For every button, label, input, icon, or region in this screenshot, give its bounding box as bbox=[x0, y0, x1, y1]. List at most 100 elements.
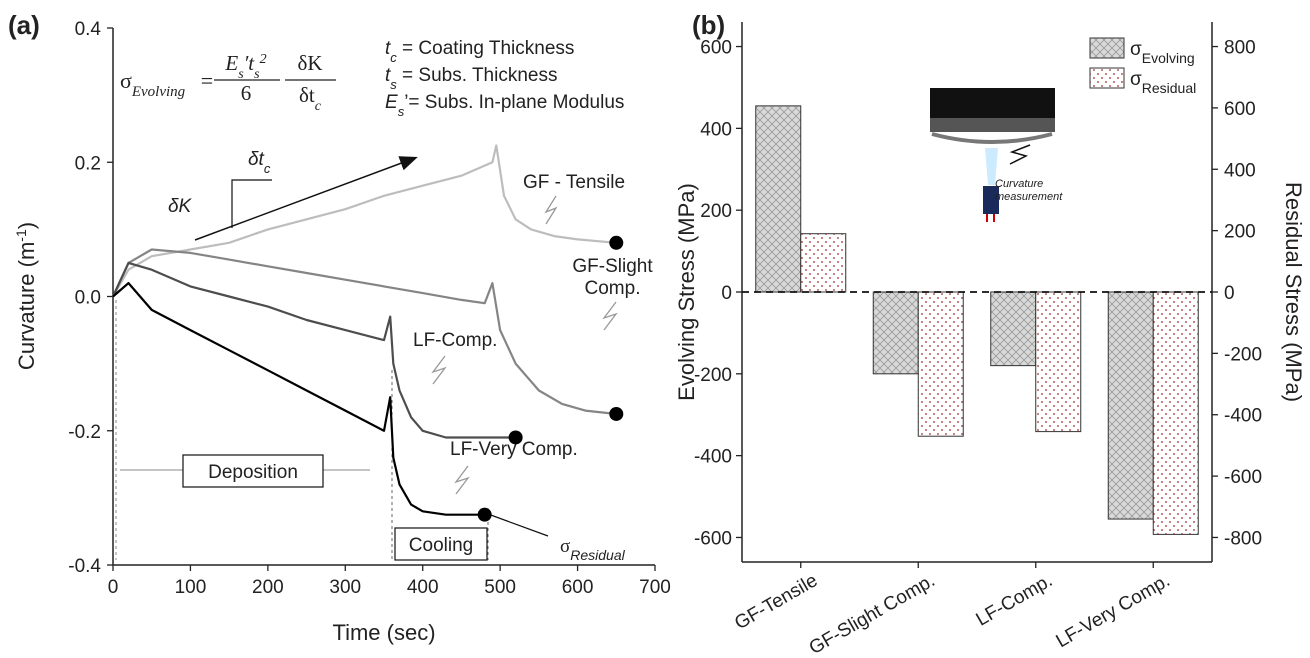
slope-bracket bbox=[231, 179, 272, 228]
y2-tick-label: 600 bbox=[1224, 99, 1256, 120]
residual-label: σResidual bbox=[560, 536, 626, 563]
y-tick-label: -0.2 bbox=[68, 422, 101, 443]
formula-part: c bbox=[315, 99, 322, 114]
x-tick-label: 700 bbox=[639, 577, 671, 598]
y2-tick-label: 200 bbox=[1224, 222, 1256, 243]
legend-name: Evolving bbox=[1142, 50, 1195, 66]
delta-t: δt bbox=[248, 149, 265, 170]
def-symbol: t bbox=[385, 38, 391, 59]
y2-tick-label: 0 bbox=[1224, 283, 1235, 304]
y2-tick-label: -600 bbox=[1224, 467, 1262, 488]
bar bbox=[1035, 291, 1082, 433]
delta-t-label: δtc bbox=[248, 149, 271, 176]
squiggle bbox=[431, 355, 447, 385]
inset-label: Curvature bbox=[995, 178, 1043, 190]
x-tick-label: 600 bbox=[562, 577, 594, 598]
legend-label: σResidual bbox=[1130, 69, 1196, 96]
x-tick-label: 500 bbox=[484, 577, 516, 598]
x-axis-label: Time (sec) bbox=[332, 620, 435, 645]
formula-denominator: 6 bbox=[241, 81, 252, 105]
y-tick-label: -0.4 bbox=[68, 556, 101, 577]
delta-k-label: δK bbox=[168, 196, 193, 217]
series-line bbox=[112, 261, 516, 439]
y-tick-label: 600 bbox=[700, 38, 732, 59]
y-axis-label: Curvature (m-1) bbox=[13, 222, 39, 370]
legend-name: Residual bbox=[1142, 80, 1196, 96]
end-point bbox=[609, 406, 624, 421]
legend-swatch bbox=[1089, 67, 1125, 89]
y2-tick-label: -800 bbox=[1224, 528, 1262, 549]
panel-label: (b) bbox=[692, 10, 725, 40]
end-point bbox=[508, 430, 523, 445]
sample bbox=[931, 132, 1053, 144]
slope-arrow bbox=[194, 156, 418, 241]
formula-numerator-2: δK bbox=[297, 51, 322, 75]
end-point bbox=[477, 507, 492, 522]
def-symbol: E bbox=[385, 92, 398, 113]
laser-beam bbox=[985, 148, 998, 185]
y-tick-label: 0.4 bbox=[75, 19, 102, 40]
formula-part: δt bbox=[299, 83, 315, 107]
squiggle bbox=[602, 301, 618, 331]
y-tick-label: 0.2 bbox=[75, 153, 101, 174]
formula-numerator: Es′ts2 bbox=[224, 51, 266, 82]
bar bbox=[800, 233, 847, 293]
bar bbox=[755, 105, 802, 293]
legend-symbol: σ bbox=[1130, 39, 1142, 60]
def-text: = Coating Thickness bbox=[397, 38, 575, 59]
formula-lhs: σEvolving = bbox=[120, 68, 213, 100]
deposition-label: Deposition bbox=[208, 462, 298, 483]
squiggle bbox=[544, 195, 558, 225]
def-sub: s bbox=[390, 77, 397, 92]
formula-sigma: σ bbox=[120, 68, 132, 93]
bar bbox=[1152, 291, 1199, 535]
bar bbox=[990, 291, 1037, 367]
series-line bbox=[112, 282, 485, 516]
y-tick-label: -600 bbox=[694, 528, 732, 549]
y2-tick-label: -400 bbox=[1224, 406, 1262, 427]
x-tick-label: 0 bbox=[108, 577, 119, 598]
y2-axis-label: Residual Stress (MPa) bbox=[1281, 182, 1306, 402]
definition: tc = Coating Thickness bbox=[385, 38, 574, 65]
x-tick-label: 300 bbox=[329, 577, 361, 598]
bar bbox=[1107, 291, 1154, 520]
formula-part: ′t bbox=[244, 51, 256, 75]
y-tick-label: 200 bbox=[700, 201, 732, 222]
legend-swatch bbox=[1089, 37, 1125, 59]
definitions: tc = Coating Thickness ts = Subs. Thickn… bbox=[385, 38, 624, 119]
y-axis-label-end: ) bbox=[14, 222, 39, 229]
legend-label: σEvolving bbox=[1130, 39, 1195, 66]
bar bbox=[872, 291, 919, 375]
x-tick-label: LF-Comp. bbox=[973, 570, 1057, 630]
formula-denominator-2: δtc bbox=[299, 83, 322, 114]
formula-part: s bbox=[254, 67, 260, 82]
def-symbol: t bbox=[385, 65, 391, 86]
residual-pointer bbox=[487, 513, 549, 537]
series-label-box: GF-Slight Comp. bbox=[572, 256, 653, 299]
y-tick-label: 400 bbox=[700, 119, 732, 140]
series-label: LF-Very Comp. bbox=[450, 439, 578, 460]
y2-tick-label: 400 bbox=[1224, 160, 1256, 181]
y-tick-label: -400 bbox=[694, 447, 732, 468]
y-axis-label: Evolving Stress (MPa) bbox=[674, 183, 699, 401]
delta-t-sub: c bbox=[264, 161, 271, 176]
x-tick-label: GF-Slight Comp. bbox=[806, 570, 939, 658]
y-tick-label: -200 bbox=[694, 365, 732, 386]
formula-part: s bbox=[238, 67, 244, 82]
device-base bbox=[930, 118, 1055, 132]
y-tick-label: 0 bbox=[721, 283, 732, 304]
series-label: GF-Slight Comp. bbox=[572, 256, 653, 299]
x-tick-label: GF-Tensile bbox=[731, 570, 821, 634]
series-line bbox=[112, 144, 617, 298]
x-tick-label: LF-Very Comp. bbox=[1053, 570, 1174, 652]
y-tick-label: 0.0 bbox=[75, 288, 101, 309]
sensor bbox=[983, 186, 999, 214]
deposition-box bbox=[182, 454, 324, 488]
squiggles bbox=[431, 195, 618, 495]
panel-label: (a) bbox=[8, 10, 40, 40]
y-axis-label-text: Curvature (m bbox=[14, 242, 39, 370]
end-point bbox=[609, 235, 624, 250]
inset-device: Curvature measurement bbox=[930, 88, 1063, 222]
